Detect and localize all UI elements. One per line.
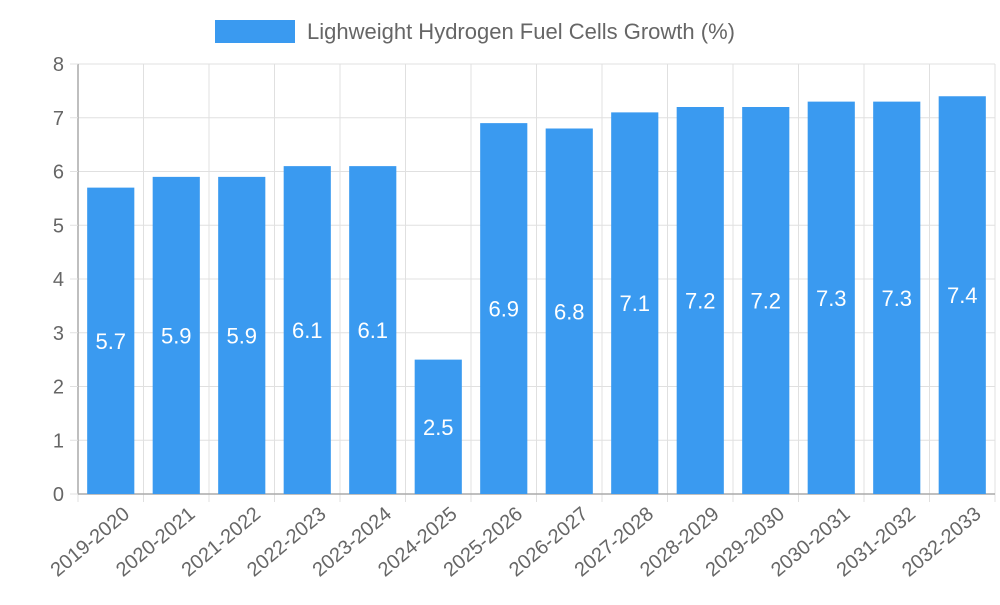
bar-value-label: 7.2 xyxy=(685,289,716,314)
bar[interactable] xyxy=(152,176,200,494)
legend[interactable]: Lighweight Hydrogen Fuel Cells Growth (%… xyxy=(215,19,735,44)
y-tick-label: 2 xyxy=(53,377,64,399)
y-tick-label: 4 xyxy=(53,269,64,291)
bar-value-label: 6.9 xyxy=(488,297,519,322)
bar-value-label: 5.9 xyxy=(161,323,192,348)
bar[interactable] xyxy=(807,101,855,494)
bar[interactable] xyxy=(87,187,135,494)
legend-swatch xyxy=(215,20,295,43)
data-labels: 5.7 5.9 5.9 6.1 6.1 2.5 6.9 6.8 7.1 7.2 7.2 7.3 7.3 7… xyxy=(95,283,977,440)
bar-value-label: 6.1 xyxy=(292,318,323,343)
bar[interactable] xyxy=(218,176,266,494)
bar[interactable] xyxy=(611,112,659,494)
bar-value-label: 7.1 xyxy=(619,291,650,316)
y-tick-label: 8 xyxy=(53,54,64,76)
bar-value-label: 2.5 xyxy=(423,415,454,440)
bar[interactable] xyxy=(480,123,528,494)
bar-value-label: 7.3 xyxy=(881,286,912,311)
y-tick-label: 1 xyxy=(53,430,64,452)
grid-lines xyxy=(77,63,996,502)
bar-value-label: 5.7 xyxy=(95,329,126,354)
bar[interactable] xyxy=(742,107,790,494)
bars xyxy=(87,96,986,494)
bar-value-label: 6.1 xyxy=(357,318,388,343)
bar-value-label: 5.9 xyxy=(226,323,257,348)
bar[interactable] xyxy=(283,166,331,494)
y-tick-label: 7 xyxy=(53,108,64,130)
y-tick-label: 3 xyxy=(53,323,64,345)
x-axis-ticks: 2019-20202020-20212021-20222022-20232023… xyxy=(47,503,986,581)
bar[interactable] xyxy=(545,128,593,495)
bar-value-label: 7.2 xyxy=(750,289,781,314)
y-axis-ticks: 0 1 2 3 4 5 6 7 8 xyxy=(53,54,78,506)
y-tick-label: 0 xyxy=(53,484,64,506)
bar[interactable] xyxy=(349,166,397,494)
bar[interactable] xyxy=(414,359,462,494)
bar-value-label: 7.4 xyxy=(947,283,978,308)
legend-label: Lighweight Hydrogen Fuel Cells Growth (%… xyxy=(307,19,735,44)
bar[interactable] xyxy=(938,96,986,494)
bar[interactable] xyxy=(873,101,921,494)
bar-value-label: 6.8 xyxy=(554,299,585,324)
y-tick-label: 6 xyxy=(53,162,64,184)
bar[interactable] xyxy=(676,107,724,494)
y-tick-label: 5 xyxy=(53,215,64,237)
bar-value-label: 7.3 xyxy=(816,286,847,311)
